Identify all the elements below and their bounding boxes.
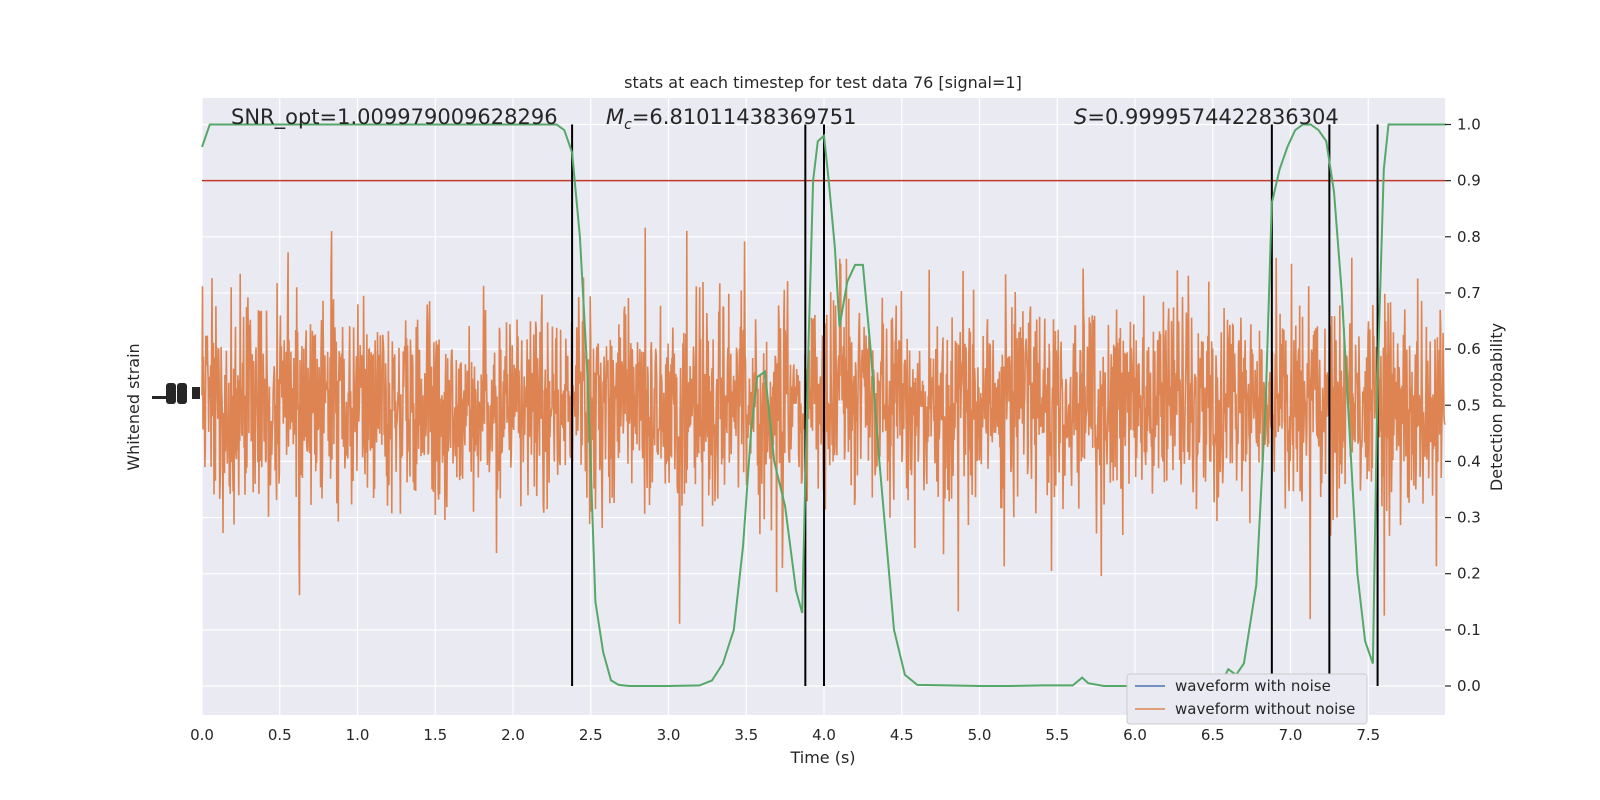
x-tick-label: 6.0 (1123, 726, 1147, 744)
legend-label-waveform-with-noise: waveform with noise (1175, 677, 1331, 695)
y-right-tick-label: 0.3 (1457, 509, 1481, 527)
x-axis-label: Time (s) (789, 748, 855, 767)
legend-label-waveform-without-noise: waveform without noise (1175, 700, 1355, 718)
x-tick-label: 1.0 (346, 726, 370, 744)
y-right-tick-label: 0.1 (1457, 621, 1481, 639)
y-right-tick-label: 0.5 (1457, 396, 1481, 414)
x-tick-label: 3.5 (734, 726, 758, 744)
y-axis-label-right: Detection probability (1487, 323, 1506, 491)
x-tick-label: 4.0 (812, 726, 836, 744)
x-tick-label: 2.0 (501, 726, 525, 744)
detection-probability-series (201, 123, 1446, 687)
score-annotation: S=0.9999574422836304 (1074, 105, 1339, 129)
snr-annotation: SNR_opt=1.009979009628296 (231, 105, 558, 130)
y-right-tick-label: 0.6 (1457, 340, 1481, 358)
x-tick-label: 4.5 (890, 726, 914, 744)
x-tick-label: 1.5 (423, 726, 447, 744)
y-right-tick-labels: 0.0 0.1 0.2 0.3 0.4 0.5 0.6 0.7 0.8 0.9 1.0 (1445, 116, 1481, 695)
y-right-tick-label: 0.2 (1457, 565, 1481, 583)
detection-probability-line (201, 123, 1446, 687)
x-tick-label: 7.0 (1279, 726, 1303, 744)
x-tick-labels: 0.0 0.5 1.0 1.5 2.0 2.5 3.0 3.5 4.0 4.5 5.0 5.5 6.0 6… (190, 726, 1380, 744)
x-tick-label: 2.5 (579, 726, 603, 744)
legend-box (1126, 673, 1368, 725)
y-right-tick-label: 0.4 (1457, 452, 1481, 470)
x-tick-label: 0.0 (190, 726, 214, 744)
x-tick-label: 5.0 (968, 726, 992, 744)
y-right-tick-label: 0.0 (1457, 677, 1481, 695)
legend: waveform with noise waveform without noi… (1126, 673, 1368, 725)
y-right-tick-label: 0.9 (1457, 172, 1481, 190)
y-axis-label-left: Whitened strain (124, 343, 143, 470)
y-right-tick-label: 0.8 (1457, 228, 1481, 246)
x-tick-label: 3.0 (657, 726, 681, 744)
left-axis-collapsed-ticks (152, 383, 200, 404)
chirp-mass-annotation: Mc=6.81011438369751 (606, 105, 857, 133)
x-tick-label: 6.5 (1201, 726, 1225, 744)
y-right-tick-label: 0.7 (1457, 284, 1481, 302)
x-tick-label: 7.5 (1356, 726, 1380, 744)
x-tick-label: 5.5 (1045, 726, 1069, 744)
x-tick-label: 0.5 (268, 726, 292, 744)
chart-title: stats at each timestep for test data 76 … (624, 73, 1022, 92)
y-right-tick-label: 1.0 (1457, 116, 1481, 134)
